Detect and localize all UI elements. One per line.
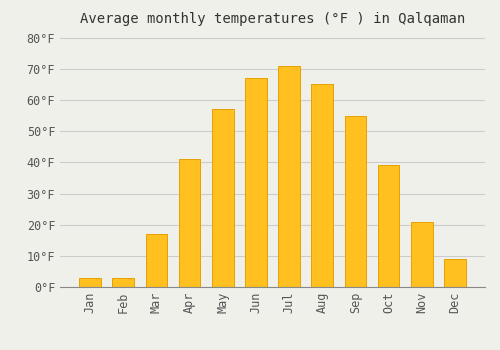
Bar [212,110,234,287]
Bar [411,222,432,287]
Title: Average monthly temperatures (°F ) in Qalqaman: Average monthly temperatures (°F ) in Qa… [80,12,465,26]
Bar [245,78,266,287]
Bar [112,278,134,287]
Bar [344,116,366,287]
Bar [179,159,201,287]
Bar [80,278,101,287]
Bar [146,234,167,287]
Bar [444,259,466,287]
Bar [312,84,333,287]
Bar [378,166,400,287]
Bar [278,66,300,287]
